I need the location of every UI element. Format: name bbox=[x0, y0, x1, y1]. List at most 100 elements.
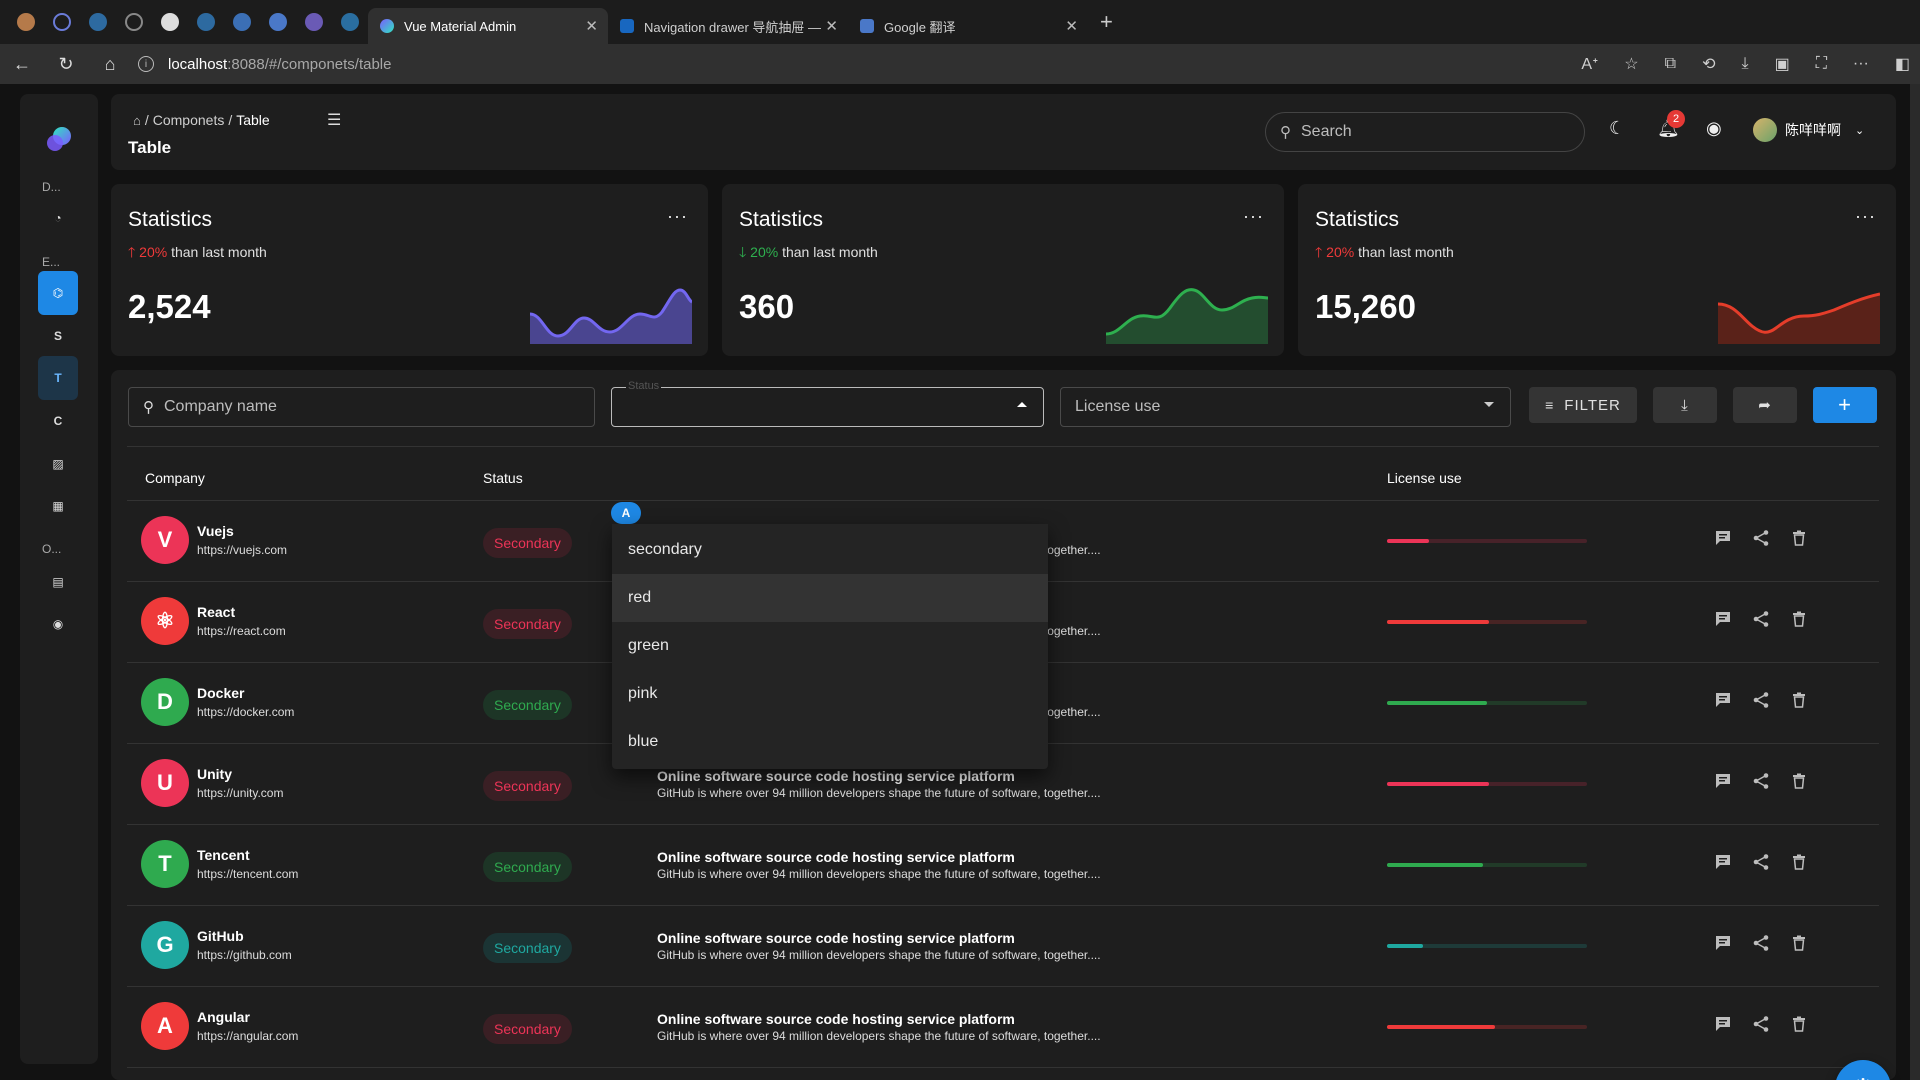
pinned-tab-icon[interactable] bbox=[224, 4, 260, 40]
company-name[interactable]: Angular bbox=[197, 1009, 250, 1025]
delete-icon[interactable] bbox=[1790, 772, 1808, 790]
comment-icon[interactable] bbox=[1714, 1015, 1732, 1033]
github-tab-icon[interactable] bbox=[152, 4, 188, 40]
rail-item-components[interactable]: ⌬ bbox=[38, 271, 78, 315]
comment-icon[interactable] bbox=[1714, 691, 1732, 709]
share-icon[interactable] bbox=[1752, 529, 1770, 547]
company-url[interactable]: https://unity.com bbox=[197, 786, 284, 800]
user-menu[interactable]: 陈咩咩啊 ⌄ bbox=[1753, 118, 1864, 142]
rail-subitem-c[interactable]: C bbox=[53, 414, 63, 428]
dropdown-option[interactable]: blue bbox=[628, 733, 659, 750]
page-scrollbar[interactable] bbox=[1910, 84, 1920, 1080]
pinned-tab-icon[interactable] bbox=[188, 4, 224, 40]
company-url[interactable]: https://angular.com bbox=[197, 1029, 299, 1043]
profile-avatar-icon[interactable] bbox=[8, 4, 44, 40]
add-button[interactable]: + bbox=[1813, 387, 1877, 423]
rail-item-docs[interactable]: ▤ bbox=[38, 560, 78, 604]
collections-icon[interactable]: ▣ bbox=[1774, 56, 1790, 73]
download-icon[interactable]: ⤓ bbox=[1741, 55, 1749, 72]
comment-icon[interactable] bbox=[1714, 853, 1732, 871]
company-name[interactable]: Unity bbox=[197, 766, 232, 782]
company-url[interactable]: https://docker.com bbox=[197, 705, 295, 719]
pinned-tab-icon[interactable] bbox=[260, 4, 296, 40]
share-icon[interactable] bbox=[1752, 772, 1770, 790]
column-header-status[interactable]: Status bbox=[483, 470, 523, 486]
screenshot-icon[interactable]: ⛶ bbox=[1815, 55, 1827, 72]
comment-icon[interactable] bbox=[1714, 772, 1732, 790]
rail-item-github[interactable]: ◉ bbox=[38, 602, 78, 646]
tab-vue-material-admin[interactable]: Vue Material Admin ✕ bbox=[368, 8, 608, 44]
home-icon[interactable]: ⌂ bbox=[133, 112, 141, 128]
read-aloud-icon[interactable]: Aᐩ bbox=[1581, 56, 1599, 73]
extensions-icon[interactable]: ⧉ bbox=[1664, 55, 1677, 72]
rail-item-dashboard[interactable]: ◔ bbox=[38, 196, 78, 240]
filter-button[interactable]: ≡ FILTER bbox=[1529, 387, 1637, 423]
more-options-icon[interactable]: ··· bbox=[1243, 206, 1264, 226]
history-icon[interactable]: ⟲ bbox=[1702, 56, 1716, 73]
company-name[interactable]: Tencent bbox=[197, 847, 250, 863]
tab-google-translate[interactable]: Google 翻译 ✕ bbox=[848, 8, 1088, 44]
sidebar-toggle-icon[interactable]: ◧ bbox=[1894, 56, 1910, 73]
breadcrumb-componets[interactable]: Componets bbox=[152, 112, 225, 128]
more-menu-icon[interactable]: ··· bbox=[1852, 55, 1869, 72]
favorite-star-icon[interactable]: ☆ bbox=[1624, 56, 1639, 73]
settings-fab[interactable]: ⚙ bbox=[1835, 1060, 1891, 1080]
reload-icon[interactable]: ↻ bbox=[58, 53, 74, 74]
more-options-icon[interactable]: ··· bbox=[667, 206, 688, 226]
company-name[interactable]: GitHub bbox=[197, 928, 244, 944]
delete-icon[interactable] bbox=[1790, 934, 1808, 952]
status-select[interactable]: Status bbox=[611, 380, 1044, 427]
pinned-tab-icon[interactable] bbox=[116, 4, 152, 40]
theme-toggle-moon-icon[interactable]: ☾ bbox=[1609, 118, 1626, 138]
company-url[interactable]: https://github.com bbox=[197, 948, 292, 962]
delete-icon[interactable] bbox=[1790, 610, 1808, 628]
pinned-tab-icon[interactable] bbox=[44, 4, 80, 40]
delete-icon[interactable] bbox=[1790, 853, 1808, 871]
share-icon[interactable] bbox=[1752, 934, 1770, 952]
delete-icon[interactable] bbox=[1790, 691, 1808, 709]
pinned-tab-icon[interactable] bbox=[80, 4, 116, 40]
share-button[interactable]: ➦ bbox=[1733, 387, 1797, 423]
close-tab-icon[interactable]: ✕ bbox=[825, 18, 838, 35]
close-tab-icon[interactable]: ✕ bbox=[1065, 18, 1078, 35]
column-header-license[interactable]: License use bbox=[1387, 470, 1462, 486]
dropdown-option[interactable]: green bbox=[628, 637, 669, 654]
close-tab-icon[interactable]: ✕ bbox=[585, 18, 598, 35]
download-button[interactable]: ⤓ bbox=[1653, 387, 1717, 423]
rail-item-media[interactable]: ▨ bbox=[38, 442, 78, 486]
tab-navigation-drawer[interactable]: Navigation drawer 导航抽屉 — ✕ bbox=[608, 8, 848, 44]
company-name[interactable]: Docker bbox=[197, 685, 245, 701]
share-icon[interactable] bbox=[1752, 1015, 1770, 1033]
company-url[interactable]: https://vuejs.com bbox=[197, 543, 288, 557]
search-input[interactable]: ⚲ Search bbox=[1265, 112, 1585, 152]
rail-item-apps[interactable]: ▦ bbox=[38, 484, 78, 528]
github-icon[interactable]: ◉ bbox=[1706, 118, 1722, 138]
company-url[interactable]: https://react.com bbox=[197, 624, 286, 638]
site-info-icon[interactable]: i bbox=[138, 56, 154, 72]
comment-icon[interactable] bbox=[1714, 934, 1732, 952]
company-name[interactable]: React bbox=[197, 604, 236, 620]
share-icon[interactable] bbox=[1752, 610, 1770, 628]
more-options-icon[interactable]: ··· bbox=[1855, 206, 1876, 226]
dropdown-option[interactable]: pink bbox=[628, 685, 658, 702]
new-tab-icon[interactable]: + bbox=[1100, 9, 1113, 34]
company-name[interactable]: Vuejs bbox=[197, 523, 234, 539]
rail-subitem-s[interactable]: S bbox=[53, 329, 62, 343]
back-icon[interactable]: ← bbox=[13, 53, 31, 74]
menu-toggle-icon[interactable]: ☰ bbox=[327, 112, 342, 129]
delete-icon[interactable] bbox=[1790, 1015, 1808, 1033]
comment-icon[interactable] bbox=[1714, 610, 1732, 628]
company-url[interactable]: https://tencent.com bbox=[197, 867, 299, 881]
dropdown-option[interactable]: secondary bbox=[628, 541, 702, 558]
url-field[interactable]: i localhost:8088/#/componets/table bbox=[138, 56, 392, 73]
pinned-tab-icon[interactable] bbox=[296, 4, 332, 40]
rail-subitem-t[interactable]: T bbox=[38, 356, 78, 400]
company-search-input[interactable]: ⚲ Company name bbox=[128, 387, 595, 427]
comment-icon[interactable] bbox=[1714, 529, 1732, 547]
license-select[interactable]: License use bbox=[1060, 387, 1511, 427]
share-icon[interactable] bbox=[1752, 853, 1770, 871]
dropdown-option[interactable]: red bbox=[612, 574, 1048, 622]
column-header-company[interactable]: Company bbox=[145, 470, 205, 486]
pinned-tab-icon[interactable] bbox=[332, 4, 368, 40]
home-icon[interactable]: ⌂ bbox=[104, 53, 116, 74]
